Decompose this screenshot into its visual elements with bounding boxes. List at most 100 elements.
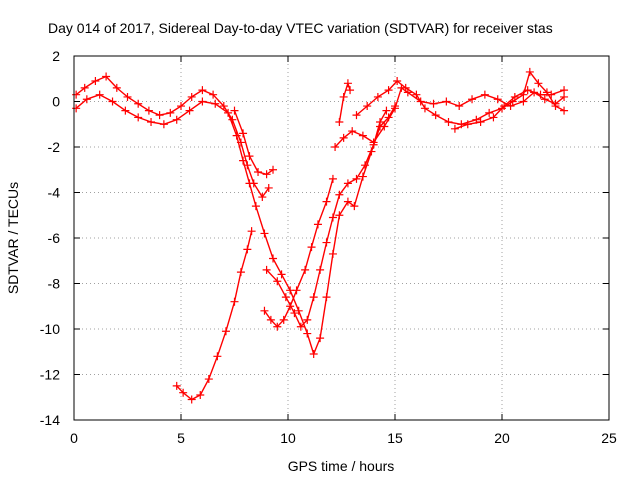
data-point-track-5-10 [172, 381, 181, 390]
y-tick-label-3: -8 [48, 276, 61, 292]
data-point-track-2-26 [328, 249, 337, 258]
x-tick-label-4: 20 [494, 430, 510, 446]
data-point-track-2-21 [294, 306, 303, 315]
y-tick-label-7: 0 [52, 94, 60, 110]
data-point-track-8-10 [429, 99, 438, 108]
data-point-track-1-11 [187, 92, 196, 101]
data-point-track-2-29 [350, 202, 359, 211]
data-point-track-10-9 [560, 86, 569, 95]
data-point-track-1-4 [112, 83, 121, 92]
data-point-track-6-0 [260, 306, 269, 315]
data-point-track-9-9 [444, 117, 453, 126]
data-point-track-10-4 [500, 102, 509, 111]
data-point-track-8-5 [380, 122, 389, 131]
x-tick-label-2: 10 [280, 430, 296, 446]
x-tick-label-1: 5 [177, 430, 185, 446]
series-trace-track-6 [263, 178, 334, 328]
data-point-track-2-15 [245, 179, 254, 188]
data-point-track-2-22 [303, 329, 312, 338]
data-point-track-1-1 [80, 83, 89, 92]
series-track-6 [260, 174, 337, 331]
y-tick-label-5: -4 [48, 185, 61, 201]
data-point-track-1-8 [155, 111, 164, 120]
series-trace-track-7 [338, 82, 351, 123]
data-point-track-1-19 [258, 193, 267, 202]
data-point-track-8-3 [358, 131, 367, 140]
data-point-track-5-7 [196, 390, 205, 399]
data-point-track-2-11 [211, 99, 220, 108]
data-point-track-4-6 [309, 293, 318, 302]
data-point-track-4-12 [352, 174, 361, 183]
data-point-track-9-7 [420, 104, 429, 113]
data-point-track-2-14 [239, 156, 248, 165]
data-point-track-6-4 [286, 302, 295, 311]
data-point-track-9-3 [384, 86, 393, 95]
data-point-track-7-2 [343, 79, 352, 88]
data-point-track-9-19 [551, 102, 560, 111]
data-point-track-5-5 [213, 352, 222, 361]
data-point-track-9-16 [525, 67, 534, 76]
data-point-track-5-0 [247, 227, 256, 236]
data-point-track-1-0 [72, 90, 81, 99]
y-tick-label-1: -12 [40, 367, 60, 383]
data-point-track-1-12 [198, 86, 207, 95]
data-point-track-1-13 [209, 90, 218, 99]
data-point-track-4-4 [296, 322, 305, 331]
y-axis-label: SDTVAR / TECUs [5, 182, 21, 294]
data-point-track-2-9 [185, 106, 194, 115]
data-point-track-5-6 [204, 375, 213, 384]
series-track-1 [72, 72, 273, 202]
data-point-track-1-6 [134, 99, 143, 108]
data-point-track-6-1 [266, 315, 275, 324]
data-point-track-8-13 [468, 95, 477, 104]
data-point-track-3-5 [269, 165, 278, 174]
series-track-8 [331, 83, 569, 151]
data-point-track-2-0 [72, 104, 81, 113]
data-point-track-3-1 [239, 129, 248, 138]
data-point-track-4-11 [343, 179, 352, 188]
data-point-track-8-0 [331, 143, 340, 151]
series-trace-track-1 [75, 75, 270, 198]
data-point-track-3-4 [262, 170, 271, 179]
data-point-track-2-18 [269, 254, 278, 263]
data-point-track-10-3 [489, 113, 498, 122]
series-track-5 [172, 227, 256, 404]
data-point-track-4-7 [316, 265, 325, 274]
series-track-9 [352, 67, 569, 129]
data-point-track-6-7 [307, 243, 316, 252]
y-tick-label-8: 2 [52, 48, 60, 64]
data-point-track-10-2 [476, 117, 485, 126]
data-point-track-4-5 [303, 315, 312, 324]
data-point-track-2-12 [224, 108, 233, 117]
data-point-track-1-20 [264, 183, 273, 192]
data-point-track-4-0 [262, 265, 271, 274]
data-point-track-6-5 [292, 286, 301, 295]
data-point-track-9-4 [393, 77, 402, 86]
data-point-track-5-8 [187, 395, 196, 404]
x-tick-label-3: 15 [387, 430, 403, 446]
data-point-track-9-8 [431, 111, 440, 120]
data-point-track-8-17 [519, 97, 528, 106]
x-tick-label-0: 0 [70, 430, 78, 446]
data-point-track-2-1 [82, 95, 91, 104]
data-point-track-1-3 [102, 72, 111, 81]
series-trace-track-10 [454, 89, 565, 130]
series-track-7 [335, 79, 355, 126]
data-point-track-6-8 [313, 220, 322, 229]
data-point-track-8-19 [540, 95, 549, 104]
data-point-track-2-7 [159, 120, 168, 129]
data-point-track-4-3 [290, 309, 299, 318]
data-point-track-5-9 [179, 388, 188, 397]
data-point-track-8-14 [480, 90, 489, 99]
data-point-track-2-17 [260, 229, 269, 238]
chart-title: Day 014 of 2017, Sidereal Day-to-day VTE… [48, 20, 553, 36]
data-point-track-7-0 [335, 117, 344, 126]
data-point-track-4-10 [335, 190, 344, 199]
data-point-track-8-6 [391, 104, 399, 113]
data-point-track-2-13 [232, 131, 241, 140]
data-point-track-3-2 [245, 152, 254, 161]
x-axis-label: GPS time / hours [288, 458, 395, 474]
series-track-3 [230, 106, 278, 179]
data-point-track-8-1 [339, 133, 348, 142]
data-point-track-2-30 [358, 172, 367, 181]
